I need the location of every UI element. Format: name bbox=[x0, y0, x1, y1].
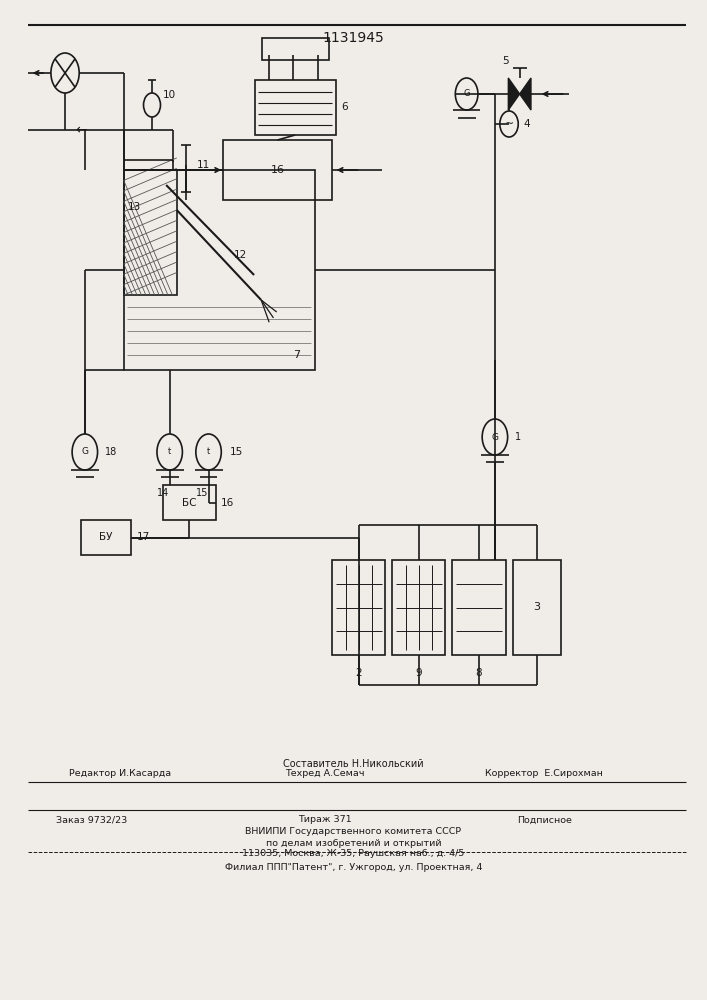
Text: Подписное: Подписное bbox=[517, 816, 572, 824]
Text: по делам изобретений и открытий: по делам изобретений и открытий bbox=[266, 838, 441, 848]
Bar bbox=[392, 560, 445, 655]
Text: 16: 16 bbox=[221, 497, 235, 508]
Text: Техред А.Семач: Техред А.Семач bbox=[286, 770, 365, 778]
Text: t: t bbox=[168, 448, 171, 456]
Text: Тираж 371: Тираж 371 bbox=[298, 816, 352, 824]
Text: 2: 2 bbox=[356, 668, 362, 678]
Text: 1: 1 bbox=[515, 432, 521, 442]
Text: 12: 12 bbox=[233, 250, 247, 260]
Text: 15: 15 bbox=[196, 488, 209, 498]
Bar bbox=[81, 520, 131, 555]
Bar bbox=[332, 560, 385, 655]
Text: 6: 6 bbox=[341, 103, 348, 112]
Text: 113035, Москва, Ж-35, Раушская наб., д. 4/5: 113035, Москва, Ж-35, Раушская наб., д. … bbox=[243, 849, 464, 858]
Text: Заказ 9732/23: Заказ 9732/23 bbox=[57, 816, 127, 824]
Text: Составитель Н.Никольский: Составитель Н.Никольский bbox=[284, 759, 423, 769]
Text: Филиал ППП"Патент", г. Ужгород, ул. Проектная, 4: Филиал ППП"Патент", г. Ужгород, ул. Прое… bbox=[225, 862, 482, 871]
Text: 15: 15 bbox=[230, 447, 243, 457]
Text: Корректор  Е.Сирохман: Корректор Е.Сирохман bbox=[486, 770, 603, 778]
Text: Редактор И.Касарда: Редактор И.Касарда bbox=[69, 770, 171, 778]
Text: 17: 17 bbox=[136, 532, 150, 542]
Bar bbox=[513, 560, 561, 655]
Bar bbox=[163, 485, 216, 520]
Text: 10: 10 bbox=[163, 90, 176, 100]
Text: G: G bbox=[491, 432, 498, 442]
Bar bbox=[124, 170, 177, 295]
Text: 9: 9 bbox=[416, 668, 422, 678]
Text: 5: 5 bbox=[502, 56, 509, 66]
Polygon shape bbox=[520, 78, 531, 110]
Text: 11: 11 bbox=[197, 160, 210, 170]
Text: 16: 16 bbox=[271, 165, 284, 175]
Text: 4: 4 bbox=[523, 119, 530, 129]
Bar bbox=[452, 560, 506, 655]
Bar bbox=[262, 38, 329, 60]
Text: БУ: БУ bbox=[99, 532, 113, 542]
Bar bbox=[223, 140, 332, 200]
Text: 8: 8 bbox=[476, 668, 482, 678]
Text: 1131945: 1131945 bbox=[322, 31, 385, 45]
Polygon shape bbox=[508, 78, 520, 110]
Text: t: t bbox=[207, 448, 210, 456]
Text: 18: 18 bbox=[105, 447, 117, 457]
Text: ВНИИПИ Государственного комитета СССР: ВНИИПИ Государственного комитета СССР bbox=[245, 828, 462, 836]
Bar bbox=[255, 80, 336, 135]
Text: 7: 7 bbox=[293, 350, 300, 360]
Text: G: G bbox=[463, 90, 470, 99]
Text: 13: 13 bbox=[128, 202, 141, 213]
Text: БС: БС bbox=[182, 497, 197, 508]
Text: 14: 14 bbox=[157, 488, 170, 498]
Bar bbox=[124, 170, 315, 370]
Text: G: G bbox=[81, 448, 88, 456]
Text: ←: ← bbox=[76, 123, 87, 137]
Text: ~: ~ bbox=[504, 119, 514, 129]
Text: 3: 3 bbox=[533, 602, 540, 612]
